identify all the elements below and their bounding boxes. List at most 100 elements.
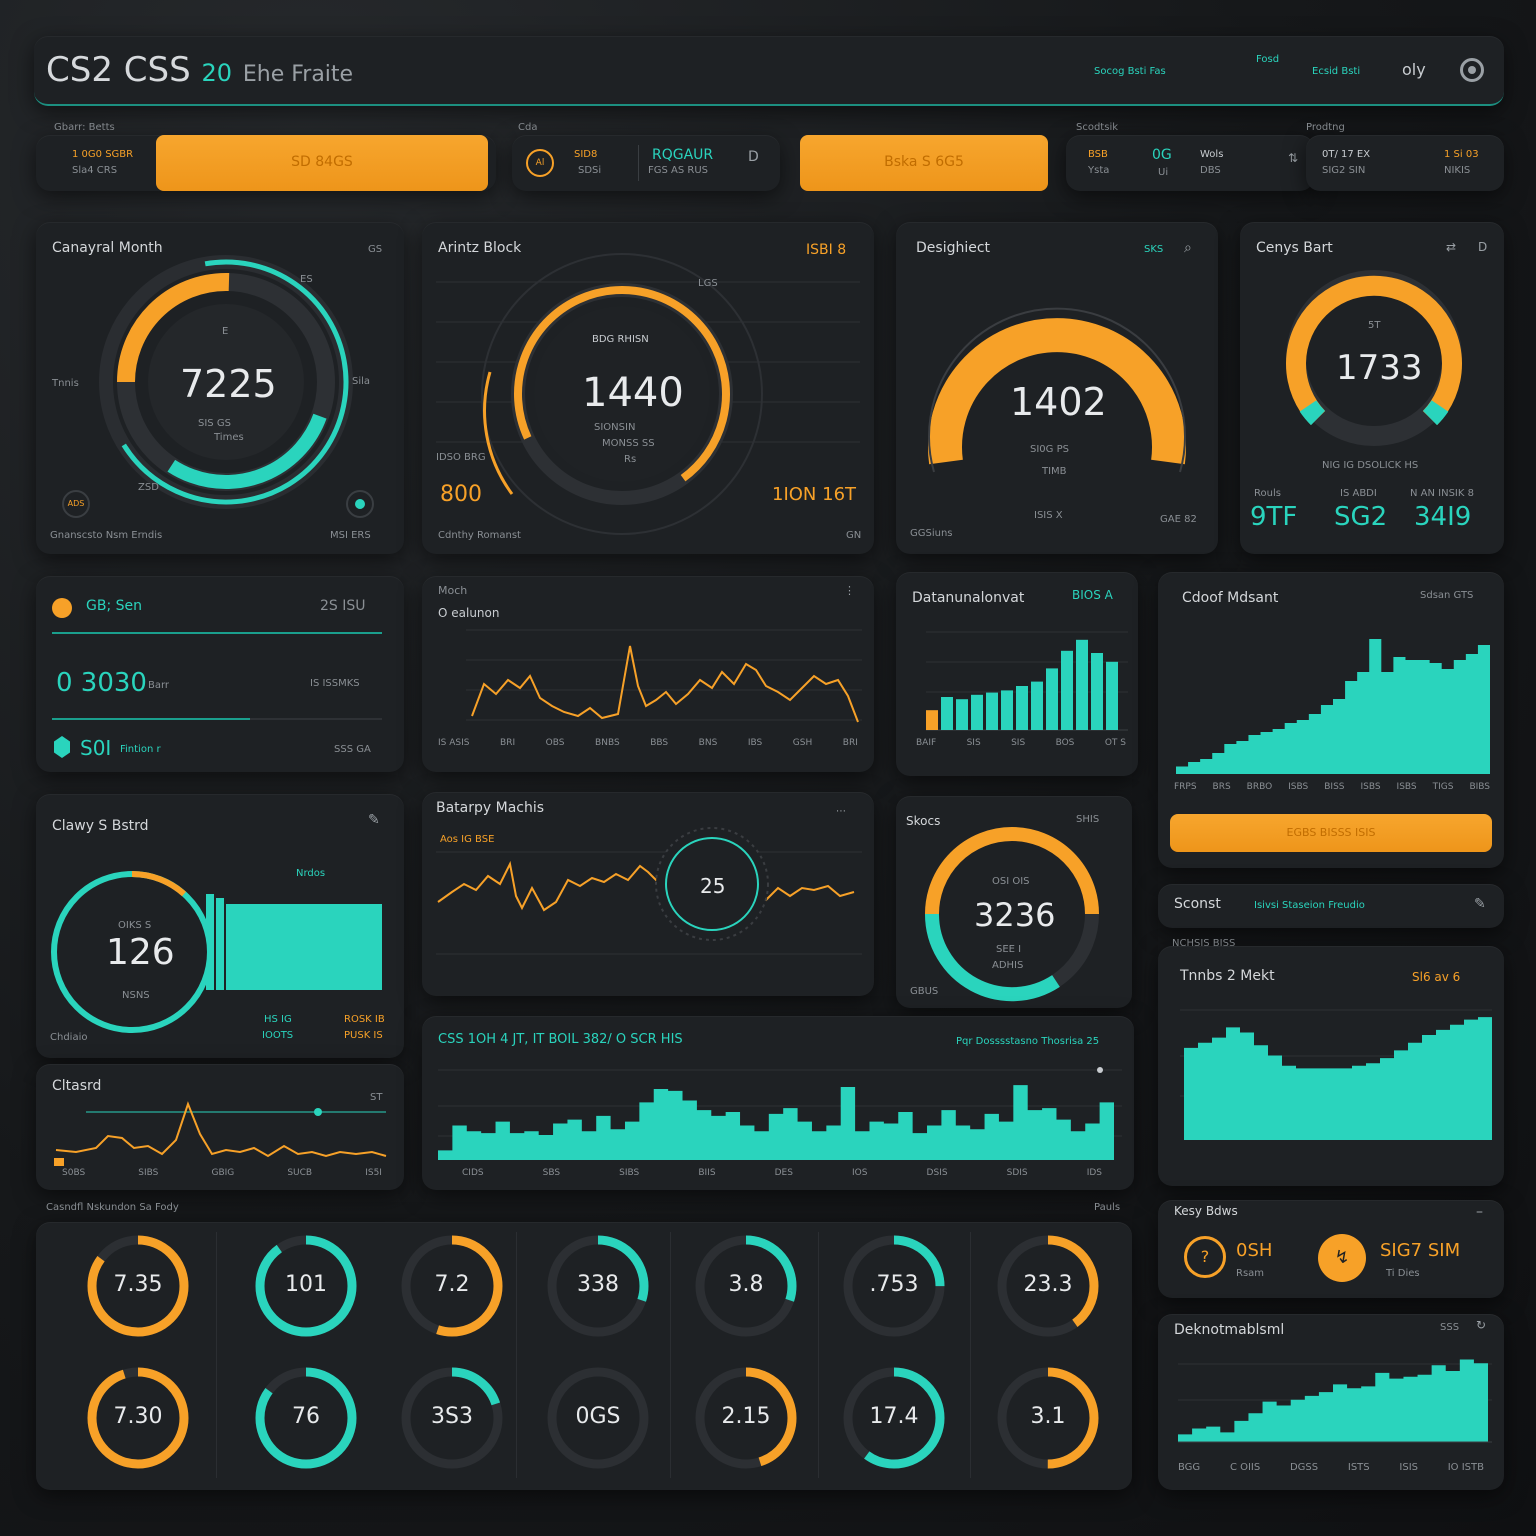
bar (1061, 650, 1073, 730)
panel-tnnbs-mekt: Tnnbs 2 Mekt Sl6 av 6 (1158, 946, 1504, 1186)
ring-value: 3.1 (1030, 1404, 1066, 1429)
x-tick-label: ISBS (1288, 782, 1309, 792)
area-chart-dekno (1178, 1359, 1492, 1443)
left-1: HS IG (264, 1014, 292, 1025)
x-tick-label: OBS (545, 738, 565, 748)
edit-icon[interactable]: ✎ (368, 812, 380, 828)
x-tick-label: BAIF (916, 738, 937, 748)
nav-item-2[interactable]: Fosd (1256, 54, 1280, 65)
line-chart-cltasrd (54, 1101, 387, 1166)
right-label: IS ISSMKS (310, 678, 360, 689)
x-tick-label: BOS (1055, 738, 1075, 748)
topbar-g4-v3sub: DBS (1200, 165, 1221, 176)
x-tick-label: IO ISTB (1447, 1462, 1484, 1473)
panel-title: Cdoof Mdsant (1182, 590, 1279, 606)
ring-progress (401, 1235, 503, 1337)
panel-title: Sconst (1174, 896, 1221, 912)
gauge-sub-3: Rs (624, 454, 637, 465)
topbar-g4-v1sub: Ysta (1088, 165, 1110, 176)
x-tick-label: BRS (1212, 782, 1231, 792)
ring-value: 2.15 (721, 1404, 771, 1429)
topbar-g3-button[interactable]: Bska S 6G5 (800, 135, 1048, 191)
gauge-sub-1: SEE I (996, 944, 1022, 955)
teal-dot-icon[interactable] (346, 490, 374, 518)
share-icon[interactable]: ⇄ (1446, 240, 1457, 254)
left-2: IOOTS (262, 1030, 294, 1041)
footer-left: Gnanscsto Nsm Erndis (50, 530, 163, 541)
gauge-value: 1440 (582, 370, 684, 416)
menu-icon[interactable]: ⋮ (844, 584, 855, 597)
x-tick-label: DSIS (926, 1168, 948, 1178)
bar (986, 692, 998, 730)
x-tick-label: GSH (792, 738, 813, 748)
topbar-g2-v2sub: FGS AS RUS (648, 165, 709, 176)
corner-value: SHIS (1076, 814, 1100, 825)
menu-icon[interactable]: ⋯ (836, 806, 846, 817)
gauge-top-label: ES (300, 274, 313, 285)
main-unit: Barr (148, 680, 170, 691)
ring-progress (997, 1367, 1099, 1469)
ring-value: 3.8 (728, 1272, 764, 1297)
panel-title: Canayral Month (52, 240, 163, 256)
cdoof-action-button[interactable]: EGBS BISSS ISIS (1170, 814, 1492, 852)
x-tick-label: TIGS (1432, 782, 1454, 792)
edit-icon[interactable]: ✎ (1474, 896, 1486, 912)
line-chart-moch (466, 629, 862, 723)
bar (971, 694, 983, 730)
panel-canayral-month: Canayral Month GS ES E 7225 SIS GS Times… (36, 222, 404, 554)
gauge-value: 1402 (1010, 380, 1107, 424)
panel-title: Batarpy Machis (436, 800, 545, 816)
settings-icon[interactable] (1460, 58, 1484, 82)
gauge-mid-label: E (222, 326, 229, 337)
bar (1031, 681, 1043, 730)
topbar-g4-label: Scodtsik (1076, 122, 1119, 133)
stat-label-2: IS ABDI (1340, 488, 1377, 499)
x-tick-label: SIBS (619, 1168, 640, 1178)
panel-title: Deknotmablsml (1174, 1322, 1285, 1338)
panel-cdoof-mdsant: Cdoof Mdsant Sdsan GTS FRPS BRS BRBO ISBS BI… (1158, 572, 1504, 868)
ring-progress (401, 1367, 503, 1469)
sort-icon[interactable]: ⇅ (1288, 151, 1299, 165)
panel-title: CSS 1OH 4 JT, IT BOIL 382/ O SCR HIS (438, 1032, 683, 1047)
bar (1001, 690, 1013, 730)
bottom-left: GBUS (910, 986, 939, 997)
topbar-g1-value: 1 0G0 SGBR (72, 149, 134, 160)
top-label: LGS (698, 278, 718, 289)
topbar-g1-button[interactable]: SD 84GS (156, 135, 488, 191)
x-tick-label: ISBS (1360, 782, 1381, 792)
logo[interactable]: CS2 CSS 20 Ehe Fraite (46, 50, 353, 90)
logo-d: Ehe Fraite (242, 62, 354, 87)
line-chart-batarpy (436, 827, 862, 955)
main-value: 0 3030 (56, 668, 147, 698)
corner-value: Sdsan GTS (1420, 590, 1474, 601)
topbar-g4-v2sub: Ui (1158, 167, 1169, 178)
user-name[interactable]: oly (1402, 60, 1426, 79)
refresh-icon[interactable]: ↻ (1476, 1318, 1487, 1332)
panel-css-overview: CSS 1OH 4 JT, IT BOIL 382/ O SCR HIS Pqr… (422, 1016, 1134, 1190)
gauge-arc-3 (928, 307, 1186, 473)
bolt-icon[interactable]: ↯ (1318, 1234, 1366, 1282)
nav-item-1[interactable]: Socog Bsti Fas (1094, 66, 1166, 77)
badge-icon[interactable]: ADS (62, 490, 90, 518)
stat-label-1: Rouls (1254, 488, 1281, 499)
search-icon[interactable]: ⌕ (1184, 240, 1192, 256)
topbar-g2-icon[interactable]: D (748, 149, 759, 165)
ring-value: 101 (285, 1272, 327, 1297)
x-axis-labels: BAIF SIS SIS BOS OT S (916, 738, 1126, 748)
panel-sub: Isivsi Staseion Freudio (1254, 900, 1365, 911)
x-tick-label: BISS (1324, 782, 1345, 792)
gauge-sub-1: SIS GS (198, 418, 231, 429)
nav-item-3[interactable]: Ecsid Bsti (1312, 66, 1361, 77)
info-icon[interactable]: D (1478, 240, 1488, 254)
x-tick-label: IS5I (365, 1168, 382, 1178)
gauge-small-icon: ? (1184, 1236, 1226, 1278)
x-tick-label: IS ASIS (438, 738, 470, 748)
logo-b: CSS (123, 50, 191, 90)
ring-progress (87, 1367, 189, 1469)
ring-value: 23.3 (1023, 1272, 1073, 1297)
area-chart-tnnbs (1180, 1009, 1492, 1140)
x-tick-label: DGSS (1289, 1462, 1319, 1473)
topbar-g2-v1: SID8 (574, 149, 598, 160)
collapse-icon[interactable]: – (1476, 1204, 1483, 1220)
x-tick-label: ISIS (1399, 1462, 1418, 1473)
